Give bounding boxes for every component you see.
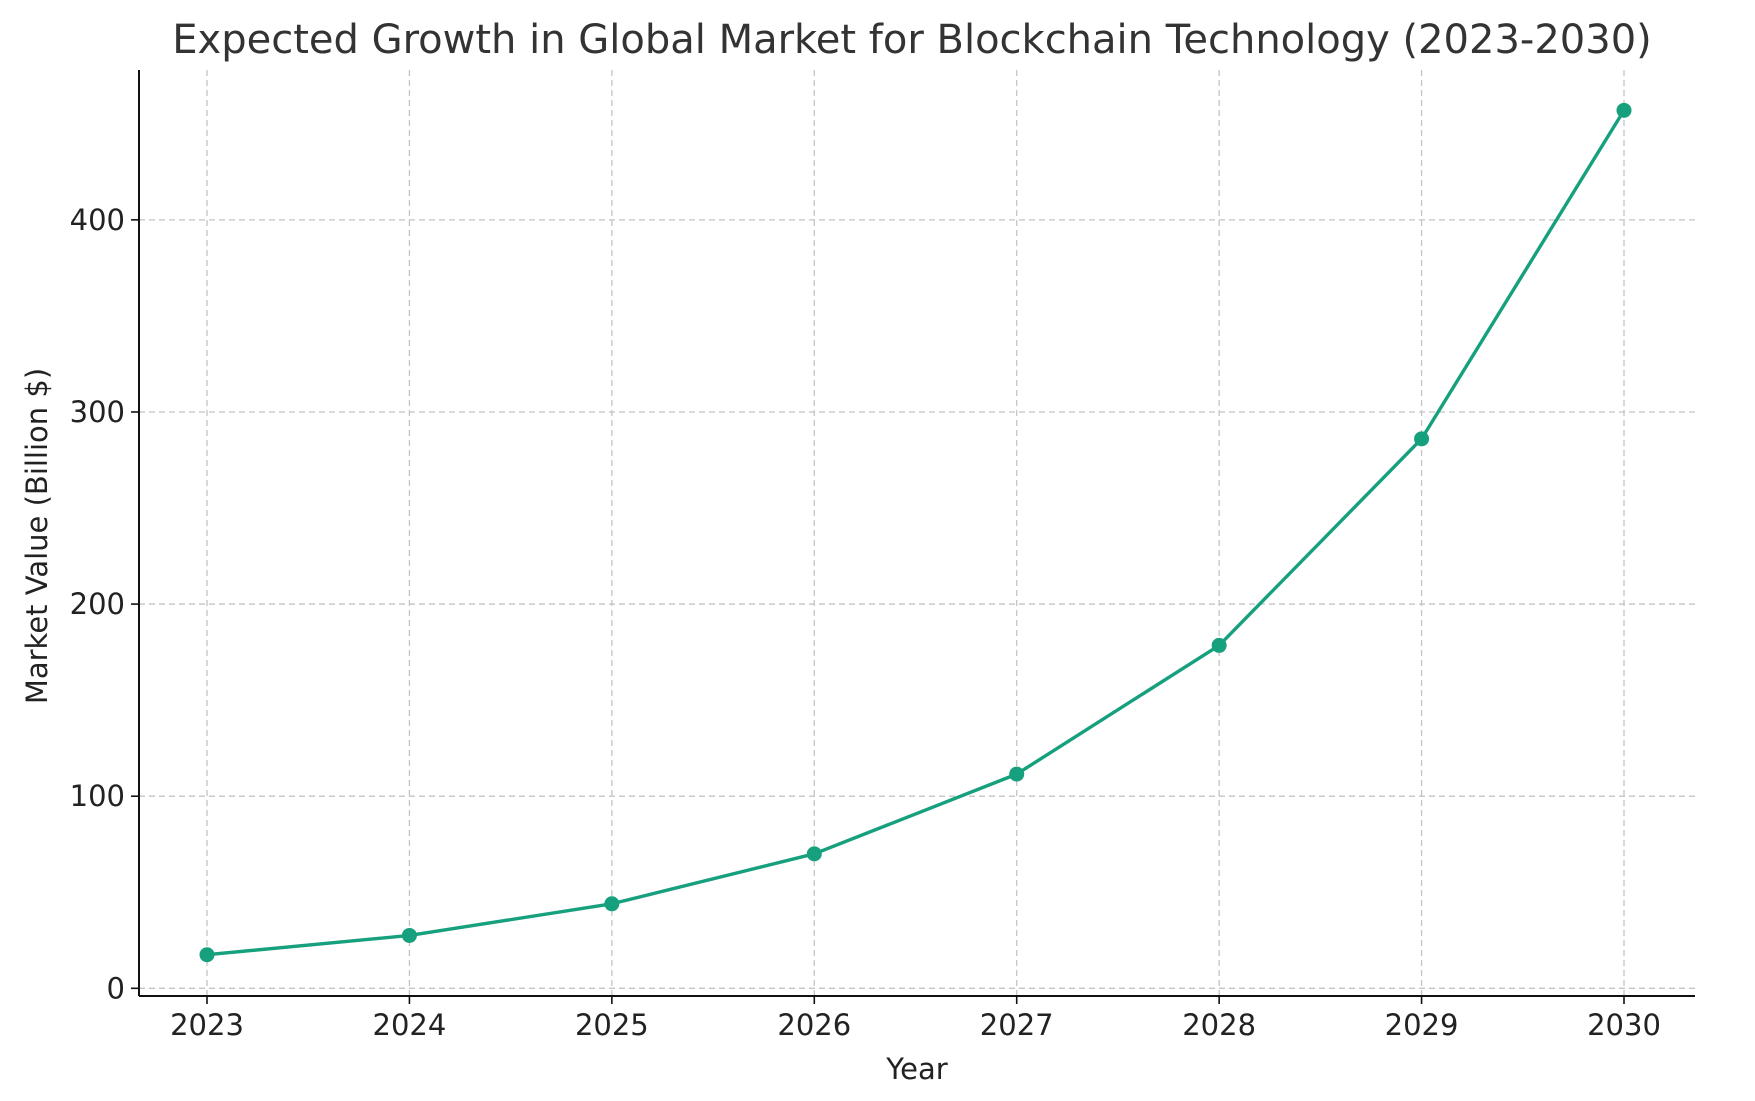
data-point-2024: [401, 927, 417, 943]
x-tick-label: 2030: [1587, 1008, 1661, 1042]
y-tick-label: 300: [70, 395, 125, 429]
axis-ticks: 0 100 200 300 400 2023 2024 2025 2026 2027 2028 202…: [70, 203, 1661, 1042]
y-tick-label: 0: [107, 971, 125, 1005]
data-point-2029: [1414, 431, 1430, 447]
y-axis-label: Market Value (Billion $): [20, 368, 54, 704]
x-tick-label: 2025: [575, 1008, 649, 1042]
data-point-2023: [199, 947, 215, 963]
y-tick-label: 200: [70, 587, 125, 621]
data-point-2025: [604, 896, 620, 912]
data-point-2028: [1211, 637, 1227, 653]
chart-title: Expected Growth in Global Market for Blo…: [172, 17, 1652, 63]
x-tick-label: 2023: [170, 1008, 244, 1042]
x-tick-label: 2028: [1182, 1008, 1256, 1042]
data-point-2026: [806, 846, 822, 862]
x-tick-label: 2024: [373, 1008, 447, 1042]
data-point-2027: [1009, 766, 1025, 782]
x-tick-label: 2026: [777, 1008, 851, 1042]
y-tick-label: 400: [70, 203, 125, 237]
y-tick-label: 100: [70, 779, 125, 813]
series-line: [206, 109, 1626, 957]
grid-lines: [139, 70, 1695, 996]
x-axis-label: Year: [885, 1052, 947, 1086]
x-tick-label: 2027: [980, 1008, 1054, 1042]
x-tick-label: 2029: [1385, 1008, 1459, 1042]
data-point-2030: [1616, 102, 1632, 118]
series-layer: [199, 102, 1632, 963]
